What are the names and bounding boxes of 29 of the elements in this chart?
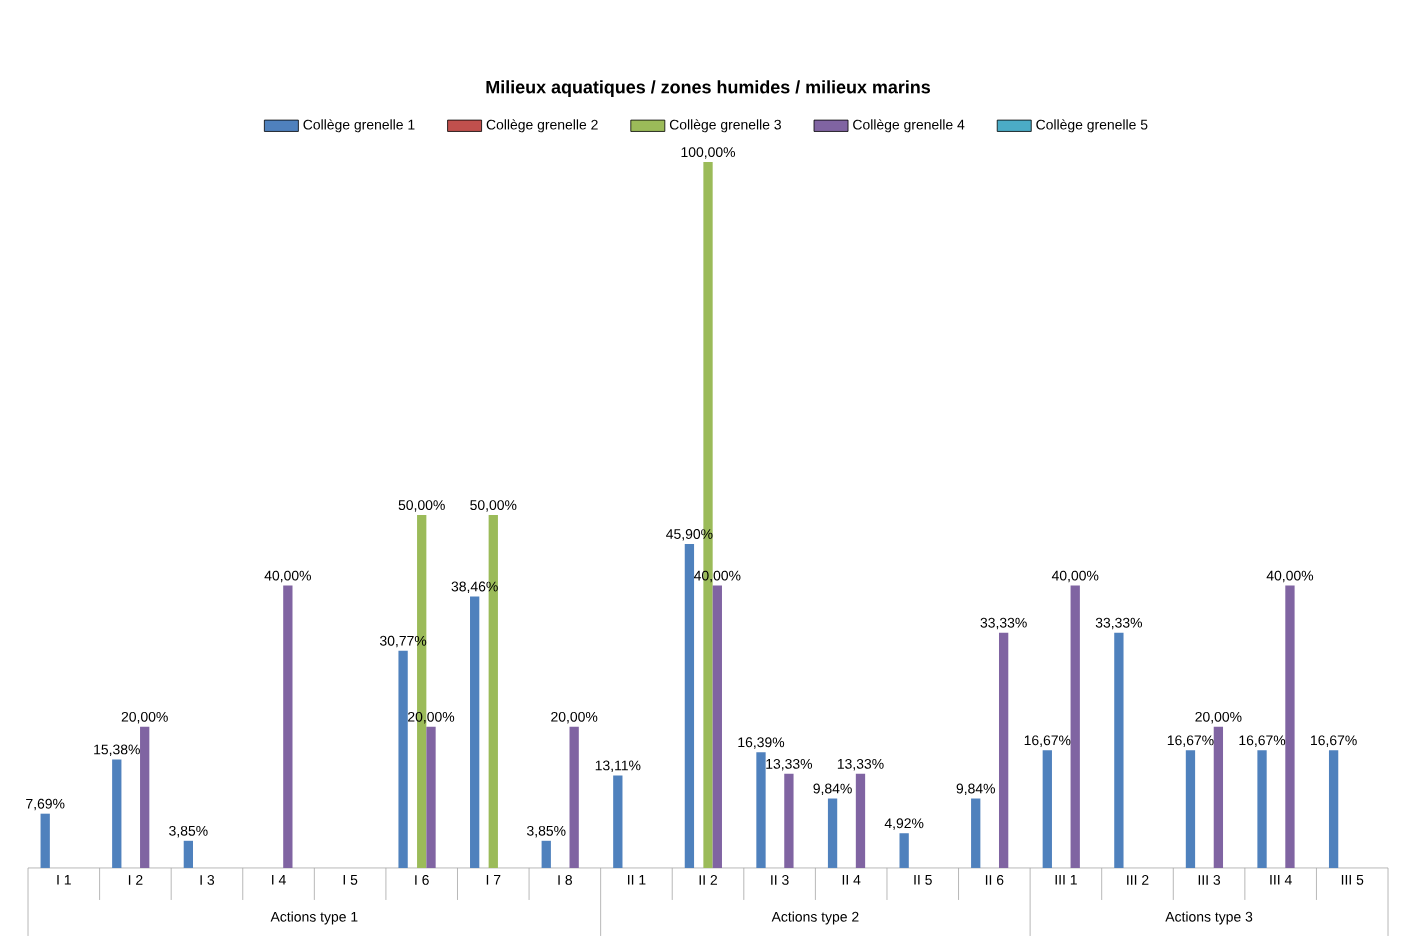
bar [398,650,408,868]
bar [971,798,981,868]
bar [1042,750,1052,868]
chart-title: Milieux aquatiques / zones humides / milieux marins [486,80,931,97]
bar [998,632,1009,868]
bar [1257,750,1267,868]
bar [899,833,909,868]
bar [1114,632,1124,868]
bar [470,596,480,868]
bar [684,543,695,868]
bar [569,726,579,868]
bar [756,752,766,868]
bar [712,585,722,868]
bar [112,759,122,868]
bar [1185,750,1196,868]
bar [855,773,866,868]
bar [426,726,436,868]
bar [40,813,50,868]
bar [183,840,194,868]
bar [283,585,293,868]
bar [1070,585,1080,868]
bar [140,726,150,868]
bar [1285,585,1295,868]
bar [1328,750,1339,868]
bar [827,798,838,868]
bar [613,775,623,868]
bar [1213,726,1224,868]
bar [784,773,794,868]
bar [541,840,551,868]
